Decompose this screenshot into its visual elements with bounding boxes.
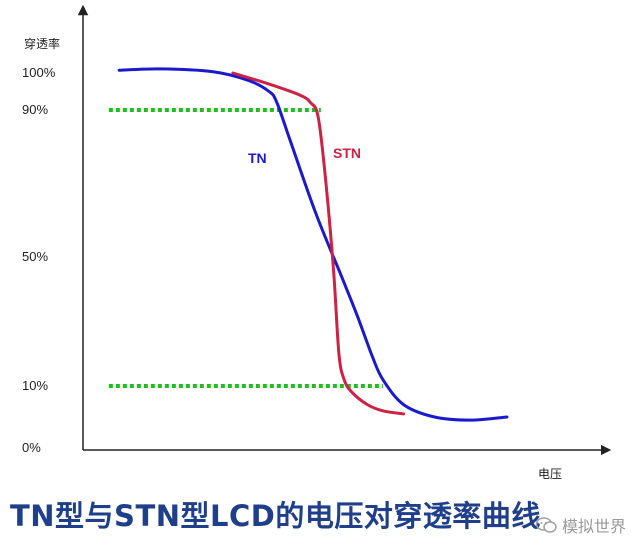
y-tick-labels: 100% 90% 50% 10% 0% [22, 65, 56, 455]
y-tick-label: 50% [22, 249, 48, 264]
speech-bubble-icon [535, 517, 557, 533]
y-axis-label: 穿透率 [24, 36, 60, 51]
y-tick-label: 0% [22, 440, 41, 455]
y-tick-label: 100% [22, 65, 56, 80]
y-tick-label: 10% [22, 378, 48, 393]
chart-caption: TN型与STN型LCD的电压对穿透率曲线 [10, 499, 541, 533]
series-label-tn: TN [248, 150, 267, 166]
series-labels: TN STN [248, 145, 361, 166]
series-lines [117, 67, 509, 422]
reference-lines [108, 108, 383, 388]
series-line-tn [117, 67, 509, 422]
y-tick-label: 90% [22, 102, 48, 117]
watermark: 模拟世界 [535, 512, 626, 538]
series-label-stn: STN [333, 145, 361, 161]
series-line-stn [231, 71, 406, 416]
watermark-text: 模拟世界 [561, 517, 626, 536]
x-axis-label: 电压 [538, 467, 562, 481]
transmittance-chart: 穿透率 电压 100% 90% 50% 10% 0% TN STN [22, 4, 612, 481]
